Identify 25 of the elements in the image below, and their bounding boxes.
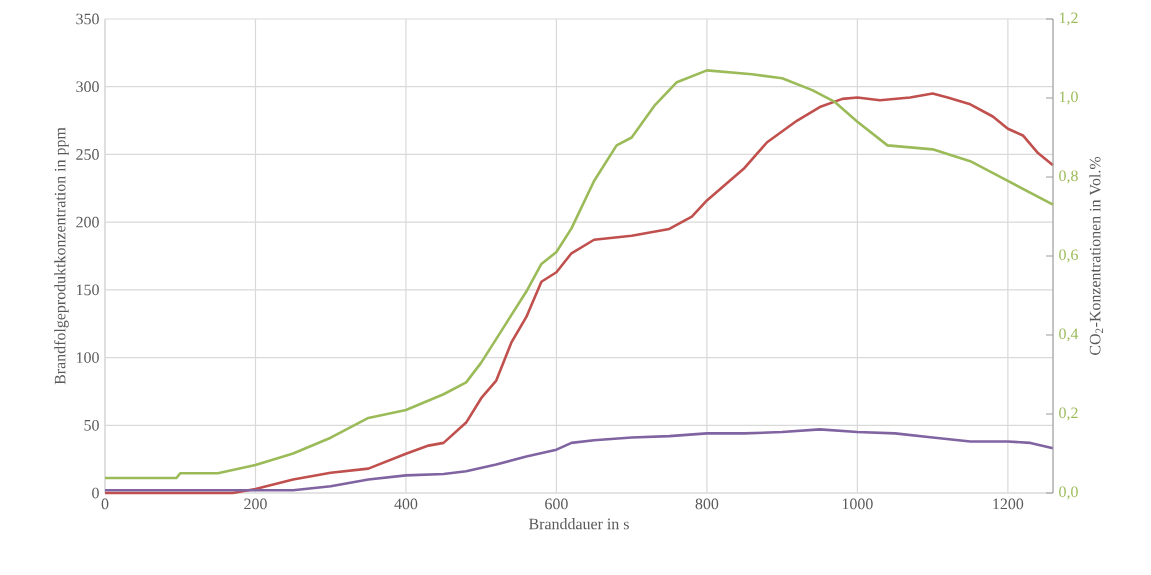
y-tick-label: 350 (76, 13, 99, 25)
y-tick-label: 100 (76, 352, 99, 363)
y-tick-label: 250 (76, 149, 99, 160)
y2-tick-label: 0,6 (1059, 249, 1078, 263)
y2-tick-label: 1,2 (1059, 12, 1078, 26)
x-tick-label: 200 (244, 498, 267, 510)
x-axis-title: Branddauer in s (529, 518, 629, 530)
x-tick-label: 0 (101, 498, 109, 510)
x-tick-label: 400 (394, 498, 418, 510)
x-tick-label: 1000 (842, 498, 873, 510)
y2-tick-label: 1,0 (1059, 91, 1078, 105)
y-tick-label: 200 (76, 216, 99, 228)
y-tick-label: 0 (92, 487, 99, 499)
y-axis-title: Brandfolgeproduktkonzentration in ppm (54, 127, 69, 385)
x-tick-label: 800 (695, 498, 719, 510)
y-tick-label: 50 (84, 419, 99, 431)
y-tick-label: 150 (76, 284, 99, 296)
y-tick-label: 300 (76, 81, 99, 93)
y2-tick-label: 0,2 (1059, 407, 1078, 421)
x-tick-label: 1200 (993, 498, 1024, 510)
y2-axis-title: CO$_{2}$-Konzentrationen in Vol.% (1089, 156, 1103, 355)
y2-tick-label: 0,4 (1059, 328, 1079, 342)
x-tick-label: 600 (545, 498, 568, 510)
y2-tick-label: 0,8 (1059, 170, 1078, 184)
y2-tick-label: 0,0 (1059, 486, 1078, 500)
